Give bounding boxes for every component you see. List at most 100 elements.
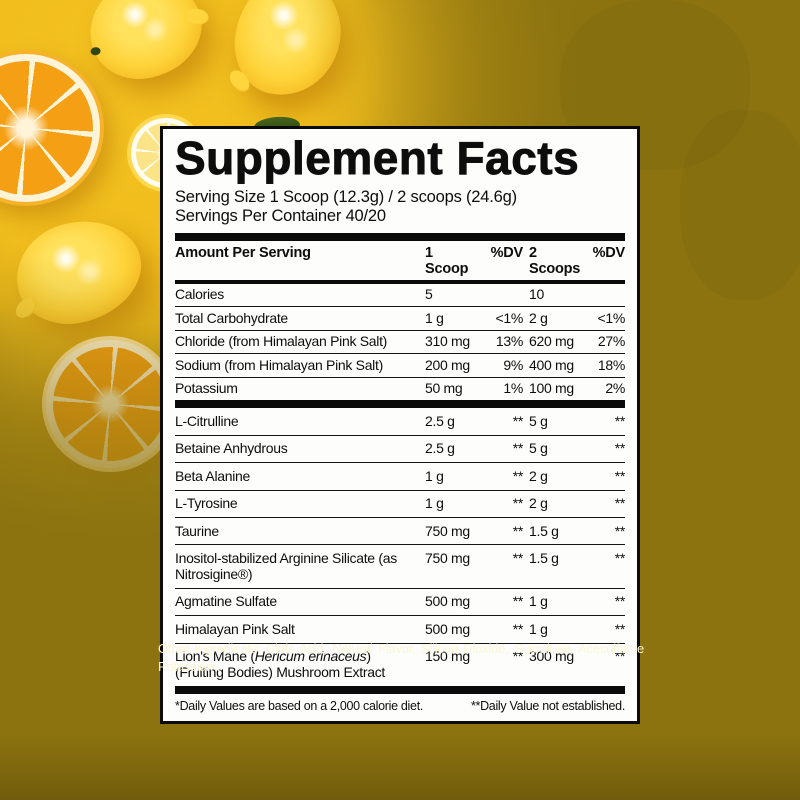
dv-2scoops: 27%: [597, 333, 625, 350]
orange-slice-flesh: [53, 347, 167, 461]
column-header-dv1: %DV: [490, 244, 524, 261]
whole-lemon-top-right: [224, 0, 352, 106]
table-header-row: Amount Per Serving 1 Scoop %DV 2 Scoops …: [175, 241, 625, 280]
amount-1scoop: 2.5 g: [425, 440, 455, 457]
dv-2scoops: **: [614, 467, 626, 484]
whole-lemon-left: [6, 209, 152, 335]
table-row: Total Carbohydrate 1 g <1% 2 g <1%: [175, 306, 625, 329]
amount-2scoops: 2 g: [529, 309, 548, 326]
orange-slice-bottom: [42, 336, 178, 472]
ingredient-name: Betaine Anhydrous: [175, 440, 288, 457]
servings-per-container: Servings Per Container 40/20: [175, 207, 386, 226]
serving-size: Serving Size 1 Scoop (12.3g) / 2 scoops …: [175, 188, 517, 206]
column-header-dv2: %DV: [592, 244, 626, 261]
amount-1scoop: 1 g: [425, 495, 444, 512]
table-row: Taurine 750 mg ** 1.5 g **: [175, 517, 625, 544]
amount-2scoops: 1 g: [529, 593, 548, 610]
lemon-stem: [90, 46, 102, 56]
amount-2scoops: 10: [529, 286, 544, 303]
ingredient-name: Chloride (from Himalayan Pink Salt): [175, 333, 388, 350]
amount-2scoops: 5 g: [529, 440, 548, 457]
table-row: Potassium 50 mg 1% 100 mg 2%: [175, 376, 625, 400]
ingredient-name: Inositol-stabilized Arginine Silicate (a…: [175, 549, 397, 582]
dv-2scoops: **: [614, 620, 626, 637]
dv-1scoop: **: [512, 412, 524, 429]
lemon-nub: [225, 66, 254, 96]
amount-1scoop: 2.5 g: [425, 412, 455, 429]
dv-2scoops: 18%: [597, 356, 625, 373]
amount-1scoop: 750 mg: [425, 549, 470, 566]
whole-lemon-top-left: [83, 0, 210, 86]
amount-2scoops: 2 g: [529, 495, 548, 512]
lemon-nub: [183, 7, 210, 27]
table-row: Betaine Anhydrous 2.5 g ** 5 g **: [175, 434, 626, 462]
dv-1scoop: **: [512, 467, 524, 484]
orange-slice-left: [0, 50, 104, 206]
amount-1scoop: 500 mg: [425, 593, 470, 610]
other-ingredients: Other Ingredients: Citric Acid, Natural …: [158, 641, 644, 674]
amount-2scoops: 400 mg: [529, 356, 574, 373]
amount-2scoops: 620 mg: [529, 333, 574, 350]
footnote-daily-values: *Daily Values are based on a 2,000 calor…: [175, 699, 424, 714]
column-header-1scoop: 1 Scoop: [425, 244, 469, 277]
amount-1scoop: 750 mg: [425, 522, 470, 539]
dv-2scoops: **: [614, 412, 626, 429]
ingredient-name: Calories: [175, 286, 224, 303]
amount-2scoops: 1.5 g: [529, 549, 559, 566]
dv-2scoops: **: [614, 495, 626, 512]
supplement-facts-panel: Supplement Facts Serving Size 1 Scoop (1…: [160, 126, 640, 725]
dv-1scoop: 1%: [503, 380, 523, 397]
amount-1scoop: 1 g: [425, 309, 444, 326]
table-row: Beta Alanine 1 g ** 2 g **: [175, 462, 625, 489]
dv-1scoop: <1%: [495, 309, 523, 326]
dv-2scoops: **: [614, 593, 626, 610]
amount-1scoop: 1 g: [425, 467, 444, 484]
dv-1scoop: 13%: [495, 333, 523, 350]
amount-1scoop: 200 mg: [425, 356, 470, 373]
amount-1scoop: 310 mg: [425, 333, 470, 350]
column-header-amount: Amount Per Serving: [175, 244, 311, 261]
dv-2scoops: **: [614, 522, 626, 539]
divider-bar: [175, 686, 625, 695]
ingredient-name: Beta Alanine: [175, 467, 251, 484]
divider-bar: [175, 232, 625, 241]
ingredient-name: L-Tyrosine: [175, 495, 238, 512]
column-header-2scoops: 2 Scoops: [529, 244, 581, 277]
ingredient-name: Himalayan Pink Salt: [175, 620, 295, 637]
dv-2scoops: 2%: [605, 380, 625, 397]
amount-2scoops: 1 g: [529, 620, 548, 637]
amount-1scoop: 50 mg: [425, 380, 463, 397]
dv-2scoops: **: [614, 549, 626, 566]
ingredient-name: Taurine: [175, 522, 219, 539]
nutrients-section: Calories 5 10 Total Carbohydrate 1 g <1% 2 g <1…: [175, 284, 625, 400]
dv-1scoop: **: [512, 620, 524, 637]
amount-2scoops: 1.5 g: [529, 522, 559, 539]
lemon-nub: [12, 293, 41, 322]
ingredient-name: Sodium (from Himalayan Pink Salt): [175, 356, 383, 373]
ingredient-name: Total Carbohydrate: [175, 309, 288, 326]
table-row: Chloride (from Himalayan Pink Salt) 310 m…: [175, 329, 625, 353]
amount-2scoops: 100 mg: [529, 380, 574, 397]
table-row: L-Tyrosine 1 g ** 2 g **: [175, 489, 626, 517]
dv-2scoops: **: [614, 440, 626, 457]
ingredient-name: Potassium: [175, 380, 238, 397]
dv-2scoops: <1%: [597, 309, 625, 326]
dv-1scoop: **: [512, 440, 524, 457]
dv-1scoop: 9%: [503, 356, 523, 373]
amount-1scoop: 5: [425, 286, 433, 303]
panel-title: Supplement Facts: [175, 132, 580, 184]
table-row: Inositol-stabilized Arginine Silicate (a…: [175, 544, 625, 587]
amount-2scoops: 5 g: [529, 412, 548, 429]
table-row: Sodium (from Himalayan Pink Salt) 200 mg 9…: [175, 353, 625, 376]
footnotes: *Daily Values are based on a 2,000 calor…: [175, 694, 625, 715]
ingredient-name: L-Citrulline: [175, 412, 239, 429]
table-row: Himalayan Pink Salt 500 mg ** 1 g **: [175, 615, 625, 642]
amount-1scoop: 500 mg: [425, 620, 470, 637]
footnote-not-established: **Daily Value not established.: [470, 699, 625, 714]
dv-1scoop: **: [512, 495, 524, 512]
dv-1scoop: **: [512, 522, 524, 539]
dv-1scoop: **: [512, 593, 524, 610]
table-row: Agmatine Sulfate 500 mg ** 1 g **: [175, 587, 626, 615]
amount-2scoops: 2 g: [529, 467, 548, 484]
divider-bar: [175, 400, 625, 409]
